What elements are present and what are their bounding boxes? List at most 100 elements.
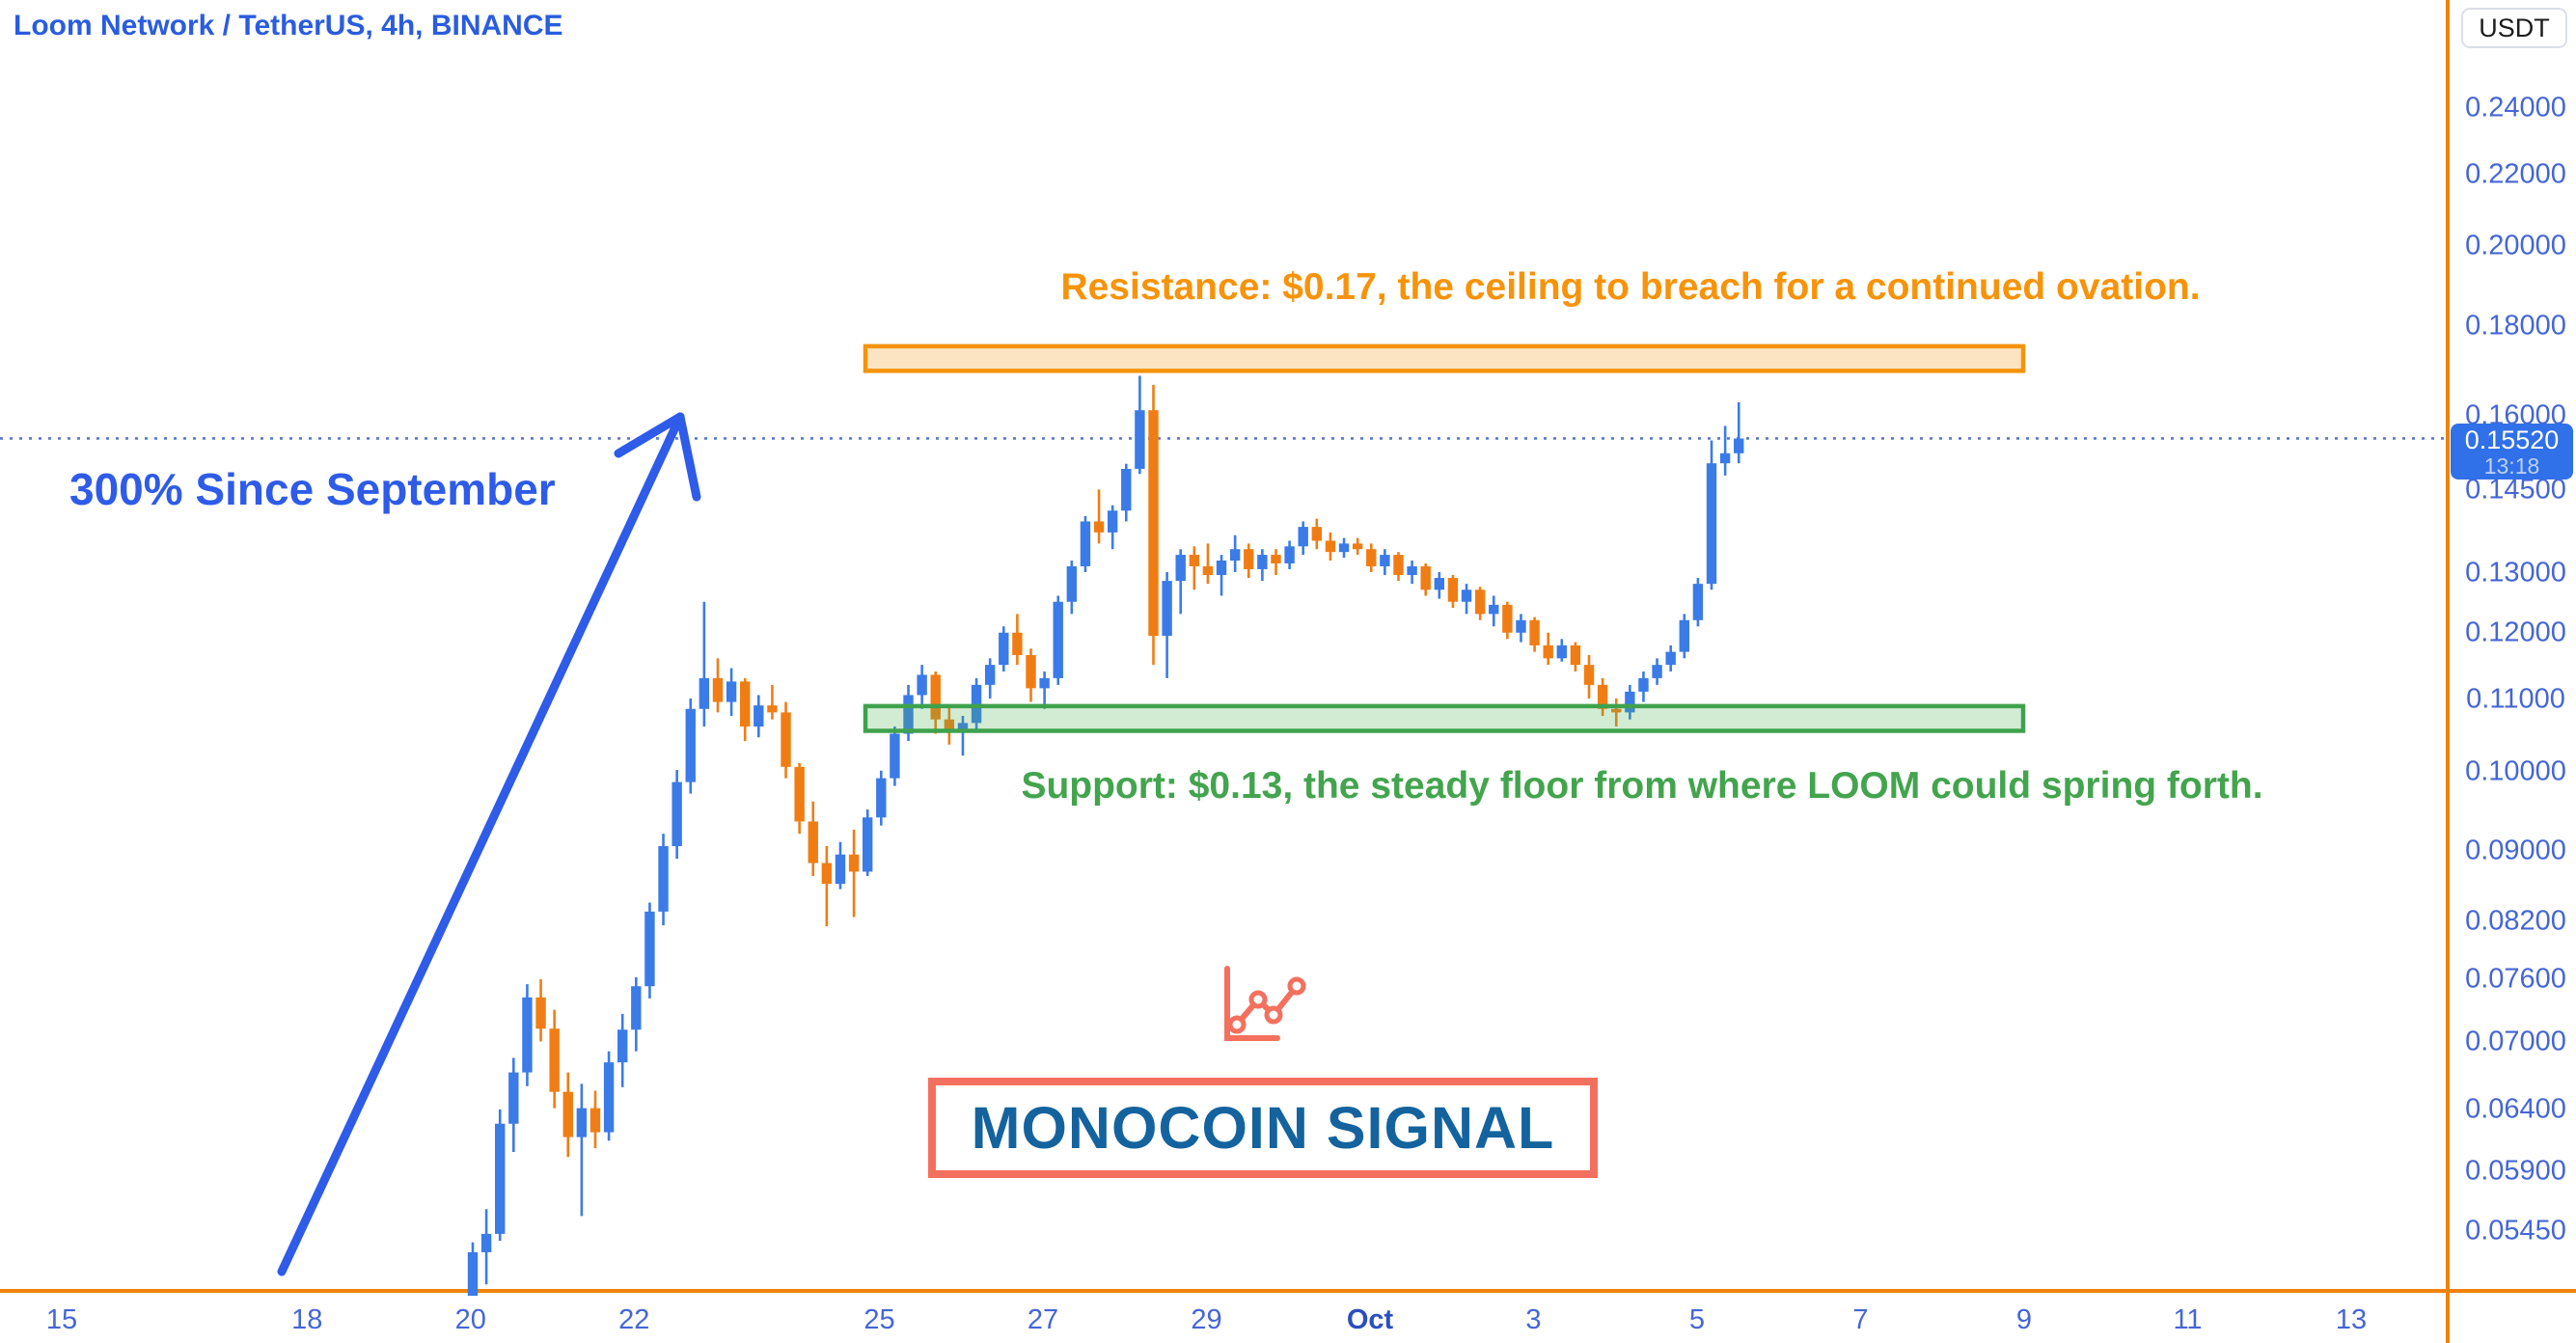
candle-body-down xyxy=(535,997,546,1029)
candle-body-down xyxy=(1244,549,1254,569)
symbol-title[interactable]: Loom Network / TetherUS, 4h, BINANCE xyxy=(14,10,563,41)
candle-body-down xyxy=(848,854,860,872)
candle-body-up xyxy=(903,695,914,734)
candle-body-up xyxy=(1039,677,1050,689)
candle-body-down xyxy=(1597,684,1608,709)
price-axis-label: 0.07600 xyxy=(2465,963,2566,995)
time-axis-label: 9 xyxy=(2015,1304,2033,1335)
candle-body-up xyxy=(754,705,764,727)
candle-body-down xyxy=(944,719,955,730)
candle-body-down xyxy=(1583,665,1595,685)
watermark-logo: MONOCOIN SIGNAL xyxy=(928,1078,1598,1178)
time-axis-label: Oct xyxy=(1346,1304,1394,1335)
candle-body-up xyxy=(1556,644,1567,659)
candle-body-up xyxy=(1679,619,1689,652)
candle-body-up xyxy=(1434,578,1445,590)
candle-body-up xyxy=(862,817,873,872)
current-price-value: 0.15520 xyxy=(2464,425,2560,455)
candle-body-up xyxy=(1665,651,1676,666)
candle-body-down xyxy=(1447,578,1459,602)
candle-body-up xyxy=(1516,619,1526,633)
candle-body-up xyxy=(1692,584,1704,620)
candle-body-down xyxy=(740,681,751,727)
current-price-tag: 0.15520 13:18 xyxy=(2451,424,2573,480)
candle-body-down xyxy=(589,1108,601,1133)
candle-body-up xyxy=(1066,565,1078,602)
candle-body-up xyxy=(644,911,655,987)
candle-body-up xyxy=(671,781,682,847)
candle-body-up xyxy=(1638,677,1649,692)
candle-body-up xyxy=(1284,546,1295,563)
trend-chart-icon xyxy=(1224,966,1306,1041)
candle-body-up xyxy=(1706,463,1717,585)
candle-body-up xyxy=(1216,560,1227,575)
price-axis-label: 0.13000 xyxy=(2465,557,2566,589)
candle-body-up xyxy=(984,665,996,685)
price-axis-label: 0.22000 xyxy=(2465,158,2566,190)
candle-body-down xyxy=(1202,565,1214,575)
candle-body-up xyxy=(1162,581,1172,637)
candle-body-down xyxy=(1325,540,1336,553)
candle-body-up xyxy=(685,708,696,782)
candle-body-down xyxy=(1420,565,1431,590)
time-axis-label: 22 xyxy=(618,1304,650,1335)
up-trend-arrow-head[interactable] xyxy=(675,412,701,502)
candle-body-up xyxy=(1229,549,1241,561)
candle-body-up xyxy=(835,854,846,885)
resistance-annotation[interactable]: Resistance: $0.17, the ceiling to breach… xyxy=(1060,266,2201,308)
candle-body-down xyxy=(1271,555,1281,563)
candle-body-up xyxy=(480,1233,492,1252)
candle-body-up xyxy=(1107,510,1118,533)
candle-body-up xyxy=(957,723,969,730)
gain-annotation[interactable]: 300% Since September xyxy=(69,464,556,514)
candle-body-down xyxy=(1026,654,1036,689)
candle-body-up xyxy=(576,1108,588,1137)
candle-body-down xyxy=(1012,632,1023,655)
time-axis-label: 13 xyxy=(2335,1304,2368,1335)
candle-body-up xyxy=(1121,468,1132,511)
candle-body-up xyxy=(726,681,737,702)
candle-body-down xyxy=(712,677,724,702)
candle-body-up xyxy=(890,733,900,779)
price-axis-label: 0.20000 xyxy=(2465,230,2566,261)
candle-body-up xyxy=(631,986,642,1030)
currency-toggle-button[interactable]: USDT xyxy=(2461,8,2567,48)
candle-body-up xyxy=(1719,452,1731,464)
candle-body-down xyxy=(549,1028,560,1092)
candle-body-up xyxy=(1461,589,1472,602)
time-axis-label: 3 xyxy=(1525,1304,1542,1335)
candle-body-up xyxy=(1489,604,1499,615)
candle-body-down xyxy=(767,705,778,713)
candle-body-up xyxy=(617,1029,628,1063)
support-annotation[interactable]: Support: $0.13, the steady floor from wh… xyxy=(1021,765,2263,807)
support-zone-box[interactable] xyxy=(863,703,2026,733)
time-axis-label: 20 xyxy=(454,1304,486,1335)
resistance-zone-box[interactable] xyxy=(863,343,2026,373)
candle-body-down xyxy=(1474,589,1486,615)
candle-body-up xyxy=(1053,601,1063,678)
candle-body-up xyxy=(603,1062,615,1133)
candle-body-up xyxy=(467,1251,479,1296)
candle-body-down xyxy=(794,766,805,822)
time-axis-label: 7 xyxy=(1852,1304,1869,1335)
price-axis-label: 0.05450 xyxy=(2465,1215,2566,1247)
time-axis-label: 11 xyxy=(2173,1304,2203,1335)
up-trend-arrow-head[interactable] xyxy=(614,412,685,458)
price-axis-label: 0.09000 xyxy=(2465,835,2566,866)
time-axis-label: 15 xyxy=(45,1304,78,1335)
candle-body-down xyxy=(1093,521,1105,533)
candle-body-up xyxy=(1298,527,1308,547)
candle-body-up xyxy=(1338,543,1350,553)
candle-body-up xyxy=(658,846,669,912)
candle-body-up xyxy=(917,674,927,696)
time-axis-label: 25 xyxy=(863,1304,895,1335)
candle-body-down xyxy=(821,863,833,885)
price-axis-label: 0.05900 xyxy=(2465,1155,2566,1187)
candle-body-up xyxy=(522,997,533,1073)
candle-body-up xyxy=(971,684,982,724)
candle-body-up xyxy=(1080,521,1091,566)
price-axis-label: 0.24000 xyxy=(2465,92,2566,123)
up-trend-arrow-shaft[interactable] xyxy=(277,412,685,1276)
